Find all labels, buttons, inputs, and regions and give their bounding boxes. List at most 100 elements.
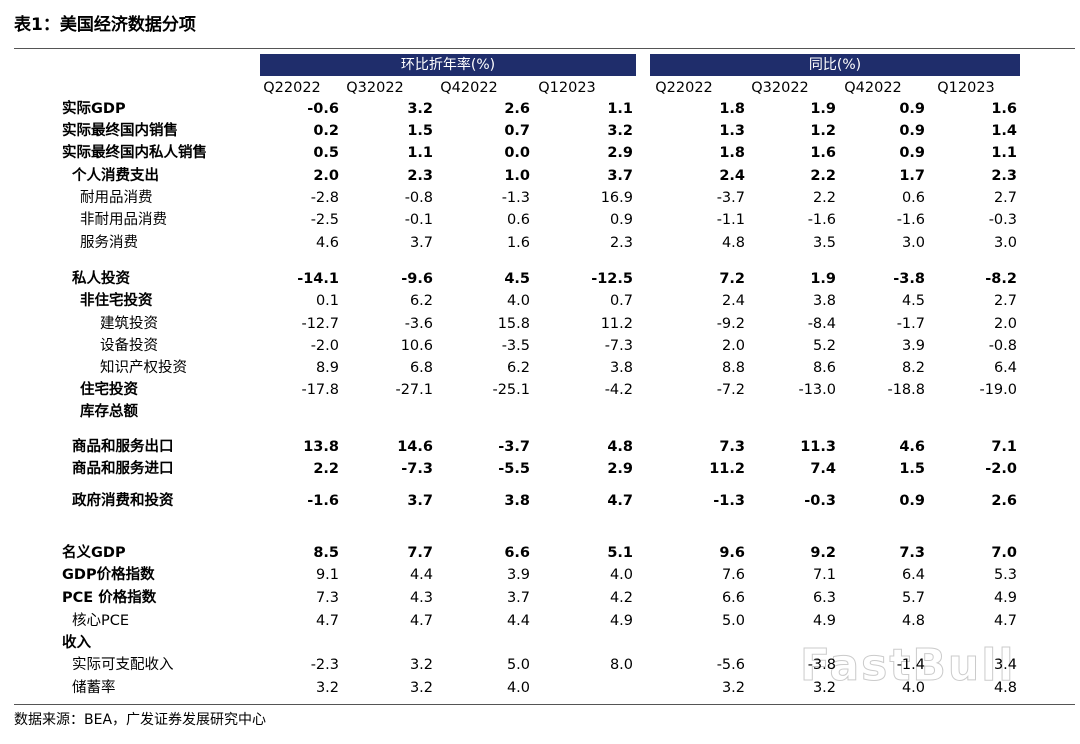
cell: 4.9	[812, 613, 836, 629]
cell: 6.6	[504, 545, 530, 561]
cell: -1.6	[307, 493, 339, 509]
cell: 1.9	[810, 271, 836, 287]
cell: 0.5	[313, 145, 339, 161]
cell: 1.6	[810, 145, 836, 161]
column-header: Q22022	[263, 80, 321, 96]
bottom-rule	[14, 704, 1075, 705]
cell: -12.5	[591, 271, 633, 287]
cell: -1.3	[713, 493, 745, 509]
cell: 5.1	[607, 545, 633, 561]
cell: -2.8	[310, 190, 339, 206]
cell: 7.4	[810, 461, 836, 477]
cell: -2.3	[310, 657, 339, 673]
source: 数据来源：BEA，广发证券发展研究中心	[14, 712, 267, 728]
group-header: 同比(%)	[808, 57, 862, 73]
row-label: GDP价格指数	[62, 567, 155, 583]
cell: 4.0	[901, 680, 925, 696]
cell: 1.2	[810, 123, 836, 139]
cell: 3.9	[901, 338, 925, 354]
cell: 4.0	[609, 567, 633, 583]
cell: 3.4	[993, 657, 1017, 673]
cell: 3.2	[721, 680, 745, 696]
cell: 3.7	[407, 493, 433, 509]
cell: 7.1	[812, 567, 836, 583]
cell: 1.9	[810, 101, 836, 117]
cell: 4.6	[899, 439, 925, 455]
row-label: 实际最终国内私人销售	[62, 145, 207, 161]
cell: 2.6	[504, 101, 530, 117]
cell: -3.5	[501, 338, 530, 354]
cell: 0.2	[313, 123, 339, 139]
cell: 8.2	[901, 360, 925, 376]
cell: 6.3	[812, 590, 836, 606]
row-label: 知识产权投资	[100, 360, 187, 376]
cell: 0.1	[315, 293, 339, 309]
row-label: 库存总额	[80, 404, 138, 420]
cell: 4.7	[607, 493, 633, 509]
cell: -0.6	[307, 101, 339, 117]
cell: 3.5	[812, 235, 836, 251]
column-header: Q12023	[937, 80, 995, 96]
cell: 1.1	[407, 145, 433, 161]
cell: -1.7	[896, 316, 925, 332]
cell: 8.6	[812, 360, 836, 376]
cell: 3.0	[901, 235, 925, 251]
cell: 6.8	[409, 360, 433, 376]
cell: 5.7	[901, 590, 925, 606]
cell: 0.9	[899, 101, 925, 117]
row-label: 非耐用品消费	[80, 212, 167, 228]
cell: 0.7	[609, 293, 633, 309]
cell: -1.3	[501, 190, 530, 206]
cell: -3.7	[498, 439, 530, 455]
cell: -1.6	[807, 212, 836, 228]
cell: 2.0	[993, 316, 1017, 332]
cell: 4.2	[609, 590, 633, 606]
cell: 15.8	[497, 316, 530, 332]
cell: -0.8	[988, 338, 1017, 354]
cell: 4.8	[993, 680, 1017, 696]
row-label: 实际可支配收入	[72, 657, 174, 673]
cell: 2.2	[313, 461, 339, 477]
watermark: FastBull	[799, 640, 1016, 692]
cell: 9.2	[810, 545, 836, 561]
cell: 7.6	[721, 567, 745, 583]
cell: 8.5	[313, 545, 339, 561]
row-label: 个人消费支出	[72, 168, 159, 184]
cell: 6.2	[506, 360, 530, 376]
cell: 4.5	[901, 293, 925, 309]
cell: 4.0	[506, 680, 530, 696]
row-label: 建筑投资	[100, 316, 158, 332]
cell: 9.1	[315, 567, 339, 583]
cell: -17.8	[301, 382, 339, 398]
cell: -7.2	[716, 382, 745, 398]
cell: 16.9	[600, 190, 633, 206]
cell: -4.2	[604, 382, 633, 398]
row-label: 住宅投资	[80, 382, 138, 398]
cell: 3.7	[506, 590, 530, 606]
cell: -2.0	[310, 338, 339, 354]
cell: 2.9	[607, 145, 633, 161]
row-label: 收入	[62, 635, 91, 651]
cell: -5.6	[716, 657, 745, 673]
cell: 8.9	[315, 360, 339, 376]
cell: 4.4	[506, 613, 530, 629]
cell: 6.4	[993, 360, 1017, 376]
cell: 7.0	[991, 545, 1017, 561]
cell: 5.2	[812, 338, 836, 354]
cell: -19.0	[979, 382, 1017, 398]
cell: 2.3	[609, 235, 633, 251]
cell: 4.8	[901, 613, 925, 629]
cell: -25.1	[492, 382, 530, 398]
cell: 7.2	[719, 271, 745, 287]
cell: -2.5	[310, 212, 339, 228]
cell: 2.0	[313, 168, 339, 184]
group-header: 环比折年率(%)	[400, 57, 496, 73]
cell: 11.2	[600, 316, 633, 332]
cell: 8.0	[609, 657, 633, 673]
cell: 3.2	[409, 657, 433, 673]
cell: 0.6	[506, 212, 530, 228]
column-header: Q32022	[346, 80, 404, 96]
cell: 5.3	[993, 567, 1017, 583]
cell: -5.5	[498, 461, 530, 477]
